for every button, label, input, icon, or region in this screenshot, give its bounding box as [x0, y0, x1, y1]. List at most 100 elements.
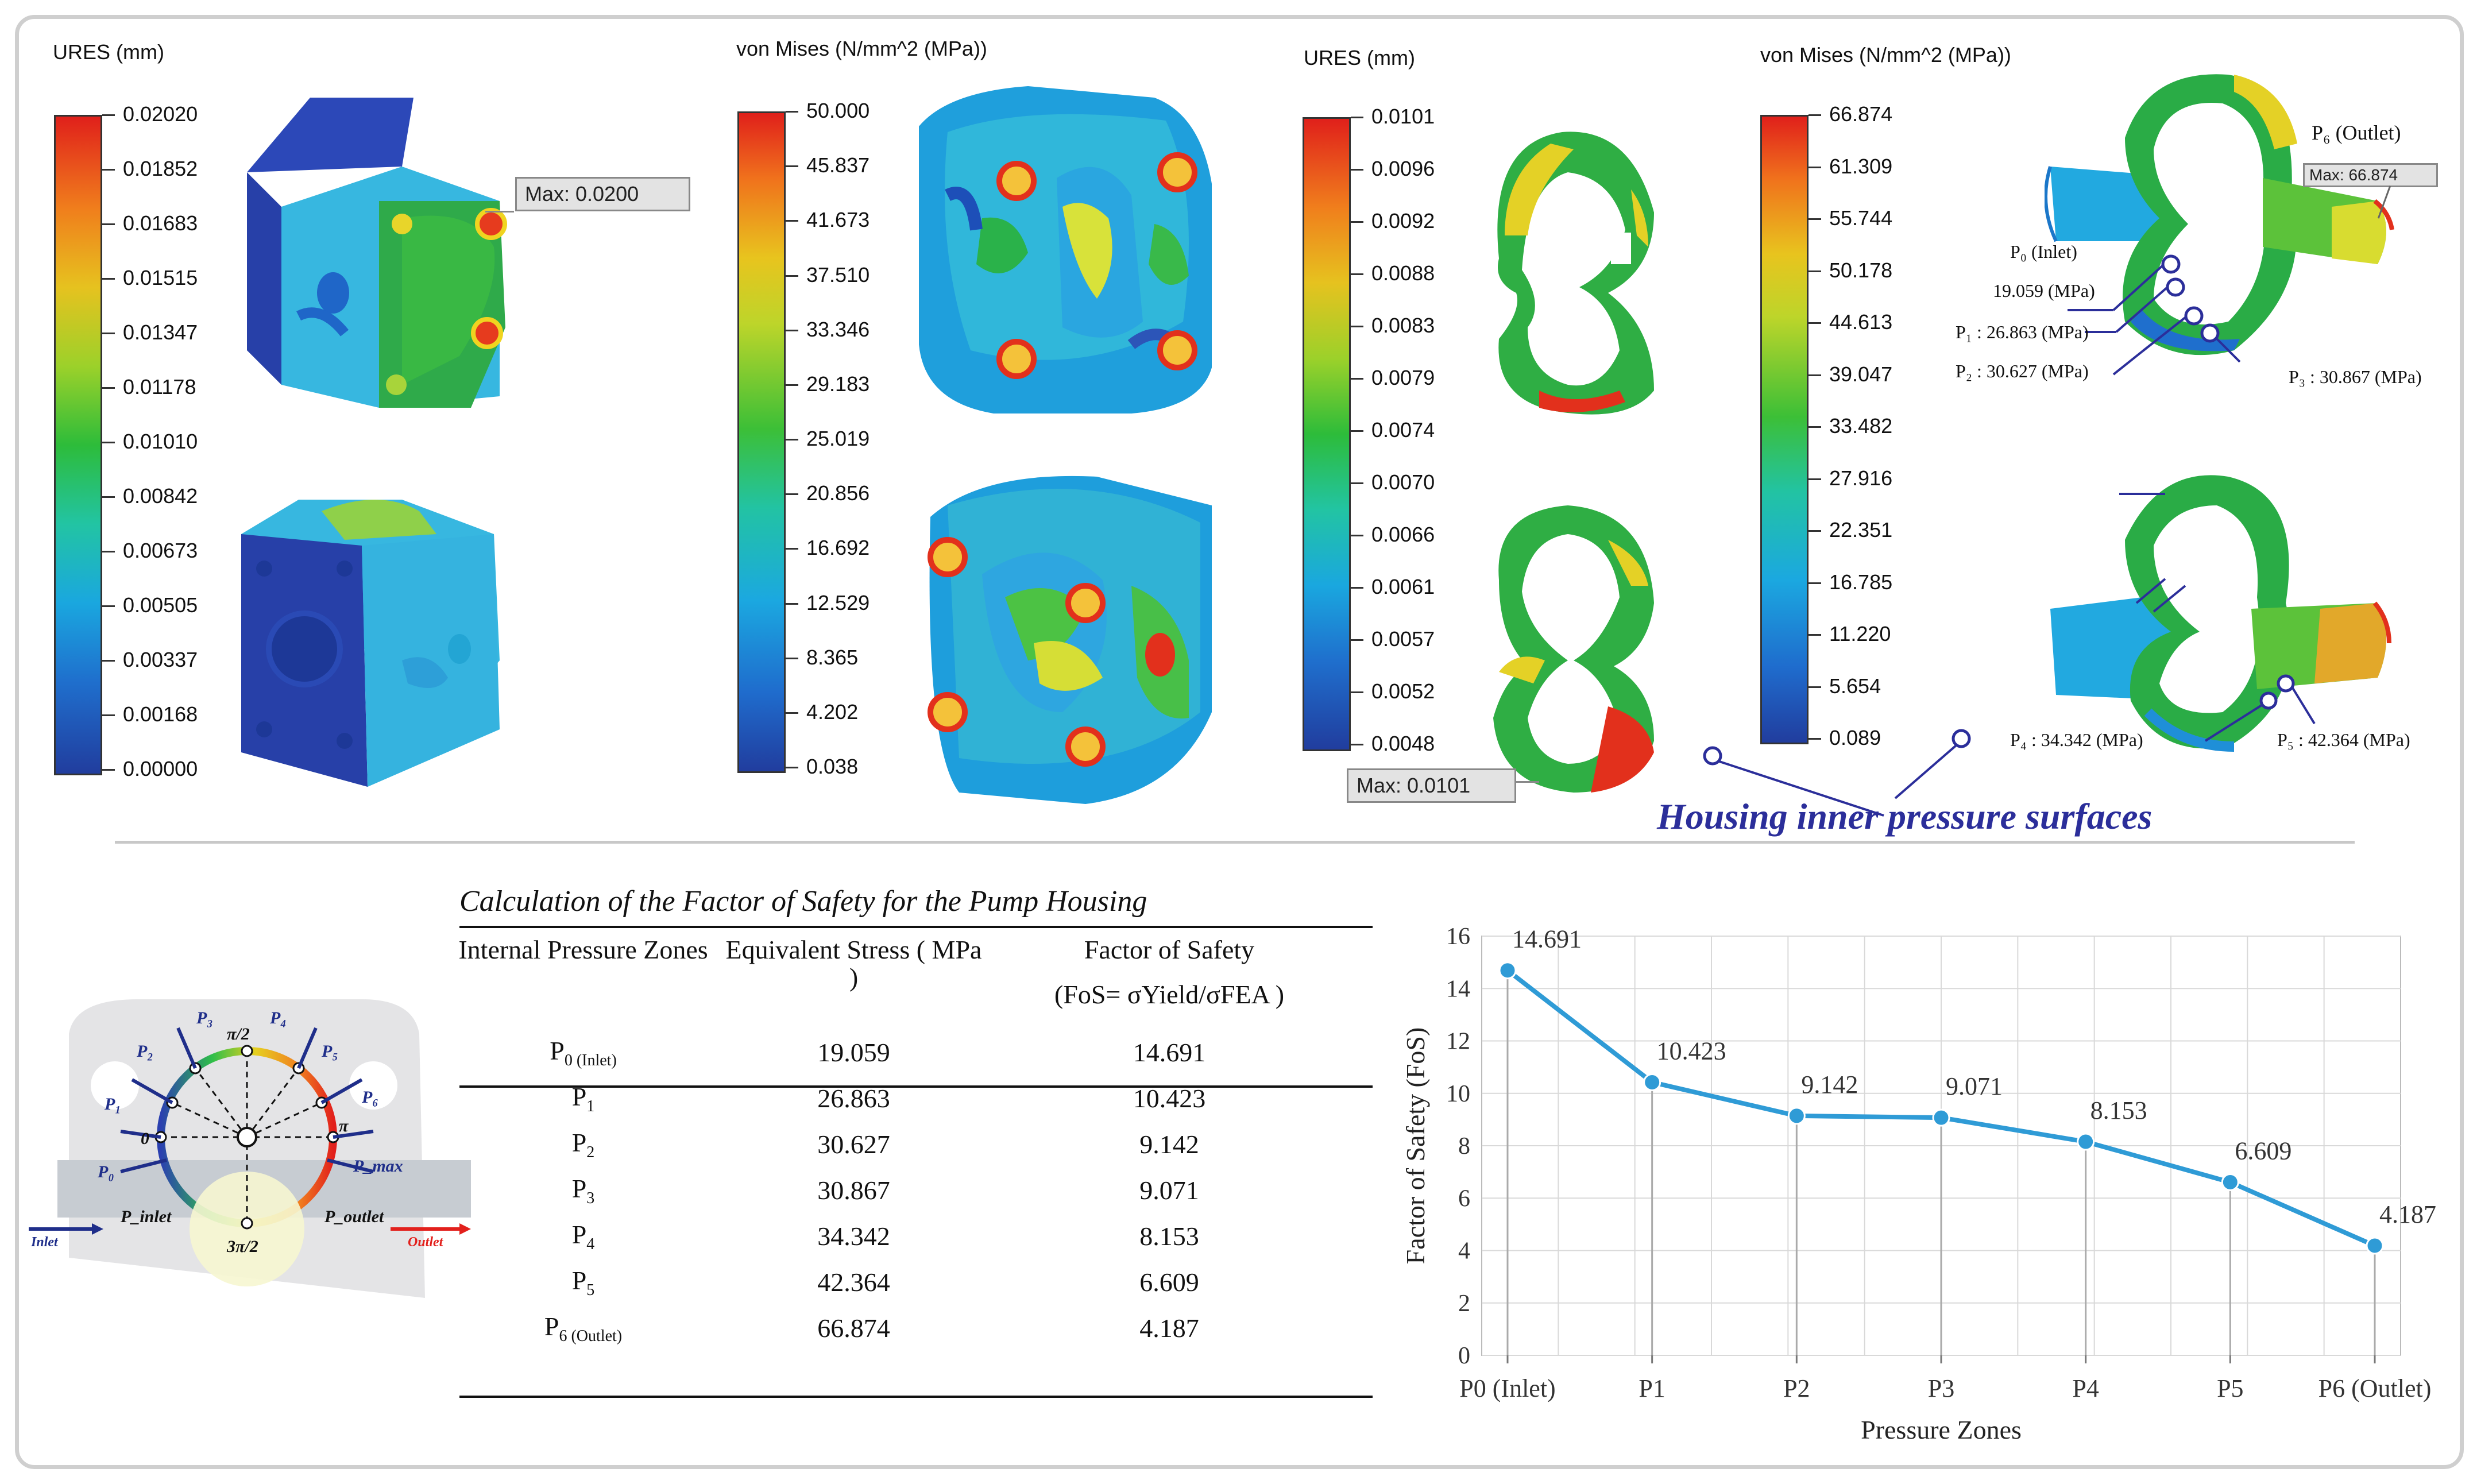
legend-tick-label: 0.0079 [1371, 366, 1435, 389]
legend-tick-label: 8.365 [806, 645, 859, 669]
legend-tick-mark [1809, 166, 1821, 168]
section-divider [115, 841, 2355, 844]
data-point [1787, 1107, 1806, 1125]
zone-cell: P1 [571, 1081, 595, 1115]
x-tick-label: P5 [2217, 1374, 2243, 1402]
legend-tick-mark [786, 275, 798, 277]
table-header-rule [459, 1085, 1373, 1088]
legend-tick-label: 25.019 [806, 427, 870, 450]
table-row: P4 34.342 8.153 [448, 1214, 1350, 1259]
header-zones: Internal Pressure Zones [458, 935, 708, 964]
legend-tick-mark [1809, 322, 1821, 324]
legend-tick-mark [1351, 117, 1363, 118]
x-tick-label: P6 (Outlet) [2318, 1374, 2432, 1402]
legend-tick-label: 0.0057 [1371, 627, 1435, 651]
y-axis-title: Factor of Safety (FoS) [1401, 1027, 1430, 1265]
schematic-label: P₆ [361, 1088, 378, 1107]
housing-displacement-render [241, 98, 507, 787]
y-tick-label: 2 [1458, 1290, 1470, 1317]
x-axis-title: Pressure Zones [1861, 1415, 2022, 1444]
inner-surface-displacement-render [1493, 132, 1654, 793]
schematic-label: P_max [353, 1157, 403, 1176]
legend-tick-label: 0.01683 [123, 211, 198, 235]
legend-tick-mark [1351, 691, 1363, 693]
legend-tick-mark [102, 551, 115, 552]
legend-tick-mark [1809, 634, 1821, 636]
legend-tick-label: 22.351 [1829, 518, 1893, 542]
inner-stress-top [2045, 74, 2394, 355]
legend-tick-mark [102, 496, 115, 498]
max-surface-displacement-label: Max: 0.0101 [1347, 768, 1516, 803]
zone-cell: P3 [571, 1173, 595, 1207]
x-tick-label: P3 [1928, 1374, 1954, 1402]
schematic-label: P_outlet [324, 1207, 385, 1226]
vonmises-surface-legend-title: von Mises (N/mm^2 (MPa)) [1760, 43, 2011, 67]
inner-surface-stress-render [2045, 74, 2394, 752]
pressure-point-markers [2161, 254, 2220, 343]
inner-surface-top [1497, 132, 1654, 415]
y-tick-label: 16 [1446, 923, 1470, 950]
legend-tick-mark [102, 660, 115, 662]
legend-tick-mark [1809, 426, 1821, 428]
legend-tick-mark [1809, 478, 1821, 480]
table-row: P0 (Inlet) 19.059 14.691 [448, 1023, 1350, 1076]
legend-tick-mark [1809, 218, 1821, 220]
pump-schematic: P₃ P₄ P₂ π/2 P₅ P₆ P₁ 0 π P₀ P_max P_inl… [29, 999, 471, 1298]
data-label: 9.142 [1801, 1071, 1858, 1099]
legend-tick-mark [786, 111, 798, 113]
outlet-label: Outlet [408, 1235, 444, 1250]
legend-tick-mark [102, 333, 115, 334]
fos-cell: 10.423 [1133, 1084, 1206, 1114]
legend-tick-label: 33.346 [806, 317, 870, 341]
legend-tick-mark [1351, 744, 1363, 745]
legend-tick-label: 44.613 [1829, 310, 1893, 334]
schematic-label: P₁ [104, 1095, 121, 1114]
table-bottom-rule [459, 1396, 1373, 1398]
inlet-label: Inlet [30, 1235, 59, 1250]
legend-tick-label: 0.00842 [123, 484, 198, 508]
max-surface-leader-line [1505, 781, 1539, 783]
table-row: P6 (Outlet) 66.874 4.187 [448, 1305, 1350, 1351]
y-tick-label: 6 [1458, 1185, 1470, 1212]
data-point [2077, 1133, 2095, 1151]
legend-tick-mark [1809, 582, 1821, 584]
legend-tick-mark [1351, 535, 1363, 536]
data-point [2221, 1173, 2239, 1191]
data-label: 9.071 [1946, 1072, 2003, 1100]
legend-tick-mark [102, 442, 115, 443]
inner-stress-bottom [2050, 475, 2391, 752]
stress-cell: 26.863 [817, 1084, 890, 1114]
legend-tick-label: 0.038 [806, 755, 859, 778]
p4-p5-markers [2204, 674, 2316, 742]
fos-cell: 9.071 [1139, 1176, 1199, 1205]
legend-tick-mark [102, 387, 115, 389]
legend-tick-label: 66.874 [1829, 102, 1893, 126]
legend-tick-label: 55.744 [1829, 206, 1893, 230]
legend-tick-mark [786, 602, 798, 605]
legend-tick-mark [786, 767, 798, 768]
fos-cell: 4.187 [1139, 1313, 1199, 1343]
table-row: P5 42.364 6.609 [448, 1259, 1350, 1305]
legend-tick-label: 33.482 [1829, 414, 1893, 438]
fos-cell: 8.153 [1139, 1222, 1199, 1251]
legend-tick-label: 0.02020 [123, 102, 198, 126]
data-point [1932, 1108, 1950, 1127]
housing-stress-top [919, 86, 1212, 413]
zone-cell: P6 (Outlet) [544, 1311, 623, 1345]
zone-cell: P4 [571, 1219, 595, 1253]
max-stress-label: Max: 66.874 [2303, 163, 2438, 187]
legend-tick-label: 16.692 [806, 536, 870, 560]
legend-tick-mark [1351, 169, 1363, 171]
data-point [1643, 1073, 1661, 1091]
legend-tick-mark [786, 165, 798, 168]
y-tick-label: 4 [1458, 1238, 1470, 1265]
x-tick-label: P1 [1639, 1374, 1665, 1402]
y-tick-label: 10 [1446, 1081, 1470, 1107]
schematic-label: P₅ [321, 1042, 338, 1061]
legend-tick-mark [1351, 221, 1363, 223]
schematic-label: P₄ [269, 1008, 287, 1027]
legend-tick-label: 0.01347 [123, 320, 198, 344]
legend-tick-mark [1351, 587, 1363, 589]
legend-tick-label: 0.00337 [123, 648, 198, 671]
legend-tick-mark [1809, 738, 1821, 740]
